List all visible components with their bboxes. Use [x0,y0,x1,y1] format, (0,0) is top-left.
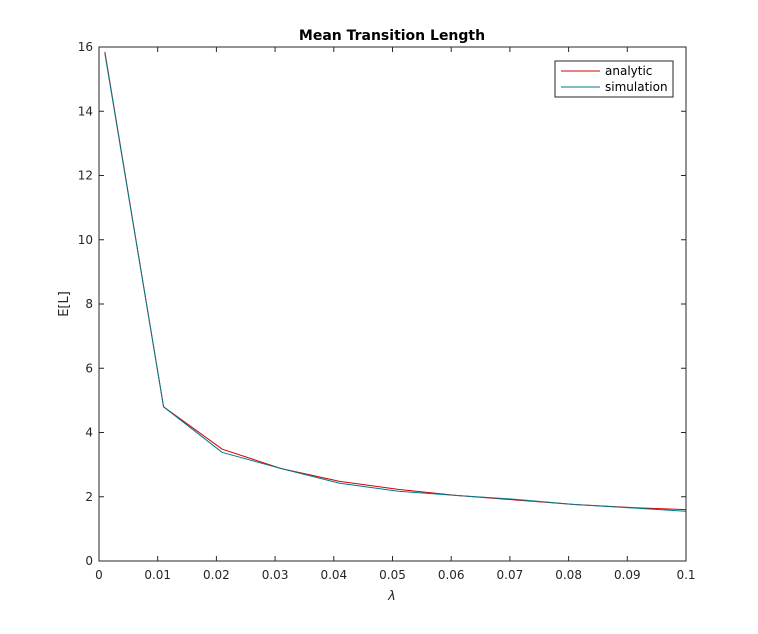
chart-title: Mean Transition Length [299,28,485,44]
x-tick-label: 0.1 [676,568,695,582]
x-tick-label: 0.01 [144,568,171,582]
y-tick-label: 12 [78,169,93,183]
y-tick-label: 2 [85,490,93,504]
series-line-simulation [104,53,687,512]
x-tick-label: 0.05 [379,568,406,582]
legend: analytic simulation [554,60,674,98]
y-tick-label: 16 [78,40,93,54]
y-tick-label: 6 [85,361,93,375]
x-tick-label: 0.06 [438,568,465,582]
y-tick-label: 14 [78,104,93,118]
x-tick-label: 0.02 [203,568,230,582]
x-tick-label: 0.04 [320,568,347,582]
y-tick-label: 4 [85,426,93,440]
legend-label-analytic: analytic [605,64,652,78]
x-tick-label: 0.08 [555,568,582,582]
ticks-layer: 0 0.01 0.02 0.03 0.04 0.05 0.06 0.07 0.08 0.09 0.1… [78,40,696,582]
series-layer [104,51,687,512]
x-tick-label: 0.09 [614,568,641,582]
y-tick-label: 10 [78,233,93,247]
plot-area [99,47,686,561]
x-tick-label: 0.07 [497,568,524,582]
x-axis-title: λ [387,589,396,604]
y-tick-label: 8 [85,297,93,311]
y-tick-label: 0 [85,554,93,568]
y-axis-title: E[L] [57,291,72,317]
x-tick-label: 0.03 [262,568,289,582]
x-tick-label: 0 [95,568,103,582]
legend-label-simulation: simulation [605,80,668,94]
legend-box [554,60,674,98]
